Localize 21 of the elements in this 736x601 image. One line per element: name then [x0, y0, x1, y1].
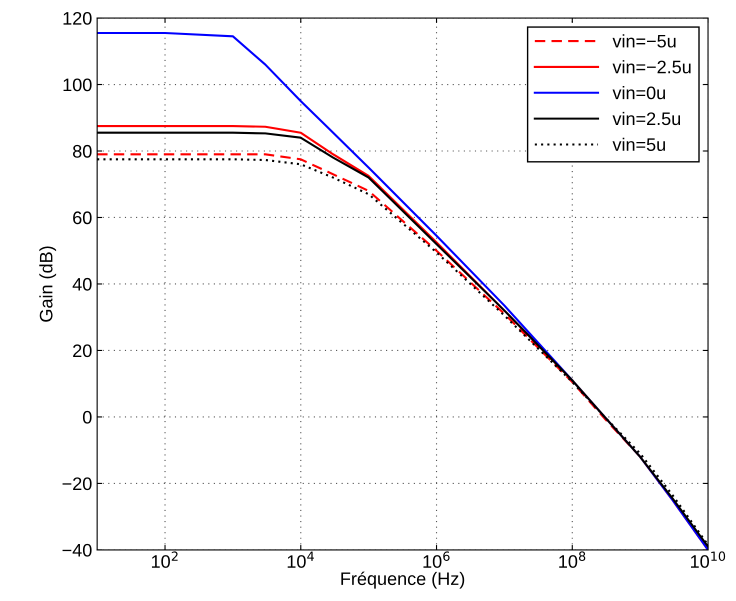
- y-tick-label: 40: [72, 278, 92, 291]
- x-axis-title: Fréquence (Hz): [341, 572, 464, 589]
- y-tick-label: 60: [73, 211, 92, 224]
- y-tick-label: −20: [62, 477, 92, 490]
- x-tick-label: 10$^{2}$: [152, 551, 178, 568]
- x-tick-label: 10$^{10}$: [690, 551, 726, 568]
- y-axis-title: Gain (dB): [39, 246, 56, 322]
- y-tick-label: 100: [64, 78, 92, 92]
- y-tick-label: 20: [73, 344, 92, 358]
- y-tick-label: 120: [64, 12, 92, 25]
- y-tick-label: −40: [62, 544, 92, 557]
- legend-label: vin=5u: [612, 138, 665, 151]
- y-tick-label: 0: [82, 410, 92, 424]
- legend-label: vin=2.5u: [612, 112, 680, 126]
- x-tick-label: 10$^{6}$: [423, 551, 450, 568]
- legend-label: vin=0u: [612, 86, 665, 100]
- legend-label: vin=−2.5u: [612, 60, 691, 74]
- y-tick-label: 80: [72, 144, 92, 158]
- legend-label: vin=−5u: [612, 34, 676, 48]
- x-tick-label: 10$^{8}$: [559, 551, 586, 568]
- x-tick-label: 10$^{4}$: [288, 552, 314, 568]
